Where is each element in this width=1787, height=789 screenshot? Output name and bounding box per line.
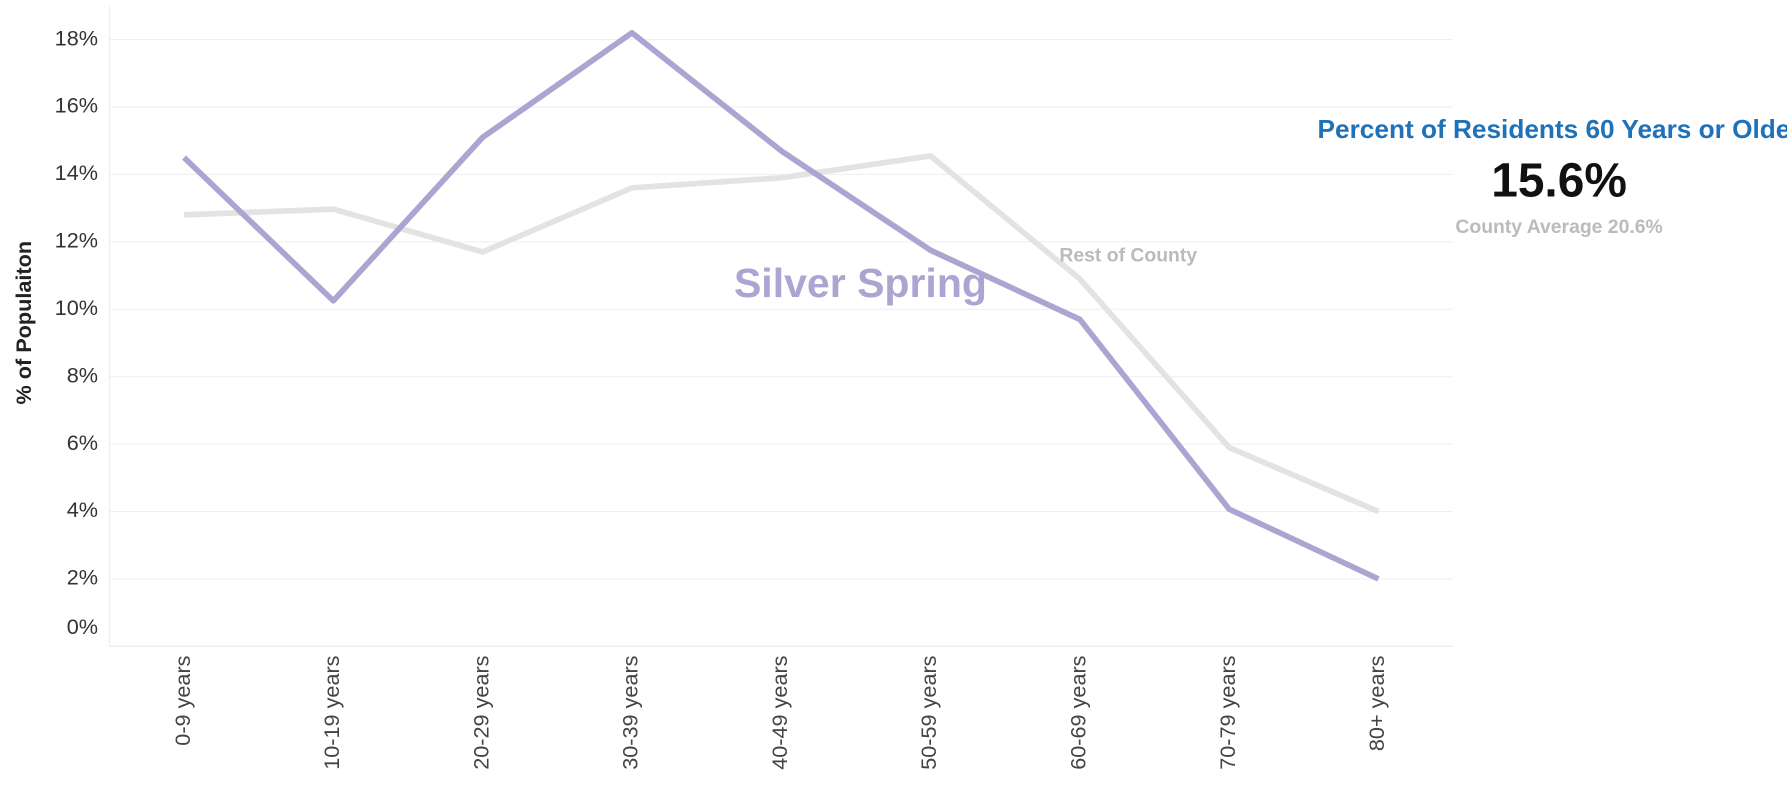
series-label: Rest of County xyxy=(1059,245,1197,267)
x-tick-label: 70-79 years xyxy=(1215,655,1240,769)
x-tick-label: 20-29 years xyxy=(468,655,493,769)
x-tick-label: 0-9 years xyxy=(170,655,195,745)
series-line xyxy=(182,29,1380,582)
y-tick-label: 10% xyxy=(55,295,98,320)
kpi-note: County Average 20.6% xyxy=(1455,216,1662,238)
y-tick-label: 6% xyxy=(67,430,98,455)
x-tick-label: 30-39 years xyxy=(618,655,643,769)
series-label: Silver Spring xyxy=(734,260,987,306)
y-tick-label: 12% xyxy=(55,228,98,253)
series-line xyxy=(183,153,1380,515)
y-tick-label: 14% xyxy=(55,160,98,185)
x-tick-label: 50-59 years xyxy=(916,655,941,769)
y-tick-label: 18% xyxy=(55,25,98,50)
x-tick-label: 10-19 years xyxy=(319,655,344,769)
y-tick-label: 16% xyxy=(55,93,98,118)
y-tick-label: 4% xyxy=(67,497,98,522)
x-tick-label: 80+ years xyxy=(1364,655,1389,751)
y-tick-label: 8% xyxy=(67,362,98,387)
kpi-value: 15.6% xyxy=(1491,154,1627,207)
x-tick-label: 40-49 years xyxy=(767,655,792,769)
y-tick-label: 0% xyxy=(67,614,98,639)
kpi-title: Percent of Residents 60 Years or Older xyxy=(1318,114,1787,144)
y-axis-label: % of Populaiton xyxy=(11,241,36,405)
x-tick-label: 60-69 years xyxy=(1066,655,1091,769)
y-tick-label: 2% xyxy=(67,565,98,590)
